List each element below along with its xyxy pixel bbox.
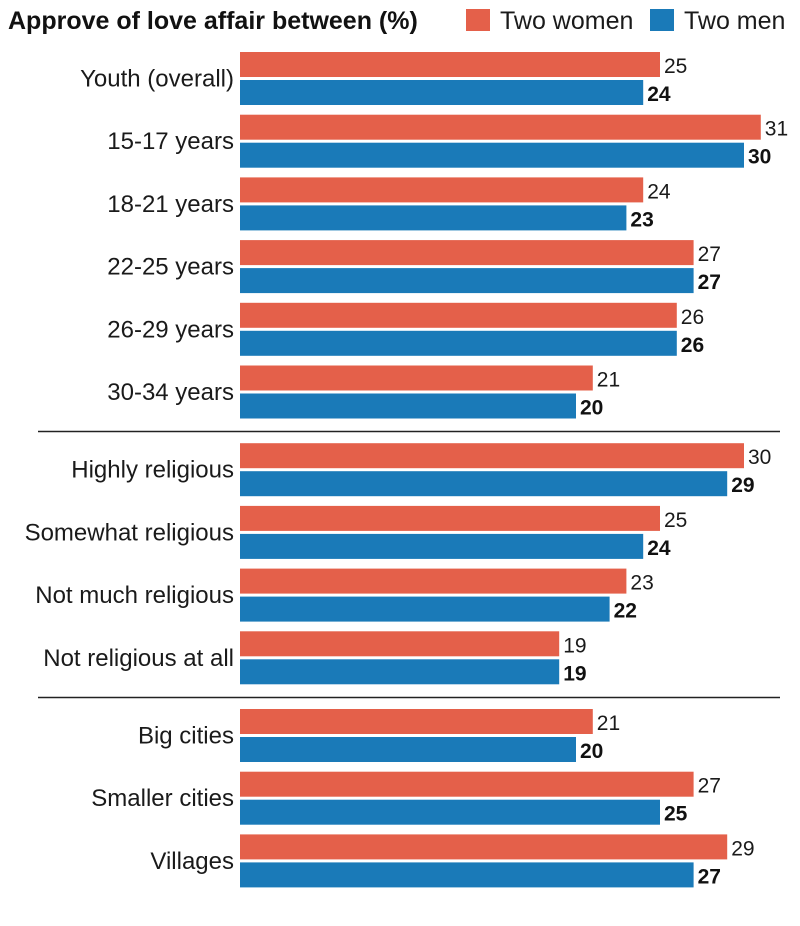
bar-two-women-18-21-years (240, 177, 644, 203)
bar-two-men-15-17-years (240, 142, 744, 168)
data-label-two-women-smaller-cities: 27 (698, 775, 721, 798)
data-label-two-men-not-religious-at-all: 19 (563, 662, 586, 685)
legend-swatch-two-women (466, 9, 490, 31)
category-label-26-29-years: 26-29 years (107, 316, 234, 343)
bar-two-men-not-religious-at-all (240, 659, 560, 685)
bar-two-men-villages (240, 862, 694, 888)
legend-label-two-women: Two women (500, 7, 633, 35)
category-label-highly-religious: Highly religious (71, 457, 234, 484)
category-label-big-cities: Big cities (138, 723, 234, 750)
category-label-youth-overall: Youth (overall) (80, 66, 234, 93)
category-label-somewhat-religious: Somewhat religious (25, 519, 234, 546)
data-label-two-women-30-34-years: 21 (597, 369, 620, 392)
bar-two-women-villages (240, 834, 728, 860)
data-labels: 25 24 31 30 24 23 27 27 26 26 21 20 30 29 25 24 23 22 19 19… (563, 55, 788, 888)
bar-two-women-smaller-cities (240, 771, 694, 797)
category-label-30-34-years: 30-34 years (107, 379, 234, 406)
data-label-two-men-highly-religious: 29 (731, 474, 754, 497)
data-label-two-men-18-21-years: 23 (630, 208, 653, 231)
legend: Two women Two men (466, 7, 785, 35)
category-labels: Youth (overall) 15-17 years 18-21 years 22-… (25, 66, 234, 875)
bar-two-men-youth-overall (240, 80, 644, 105)
data-label-two-women-not-religious-at-all: 19 (563, 634, 586, 657)
data-label-two-women-18-21-years: 24 (647, 180, 671, 203)
data-label-two-women-15-17-years: 31 (765, 118, 788, 141)
bar-two-women-big-cities (240, 709, 593, 734)
bar-two-women-22-25-years (240, 240, 694, 266)
data-label-two-men-22-25-years: 27 (698, 271, 721, 294)
category-label-smaller-cities: Smaller cities (91, 785, 234, 812)
category-label-not-much-religious: Not much religious (35, 582, 234, 609)
bar-two-women-youth-overall (240, 52, 660, 77)
data-label-two-men-26-29-years: 26 (681, 334, 704, 357)
data-label-two-men-15-17-years: 30 (748, 146, 771, 169)
bar-two-women-somewhat-religious (240, 505, 660, 531)
bar-two-men-not-much-religious (240, 596, 610, 622)
data-label-two-women-youth-overall: 25 (664, 55, 687, 78)
bar-two-men-smaller-cities (240, 799, 660, 825)
category-label-22-25-years: 22-25 years (107, 254, 234, 281)
category-label-15-17-years: 15-17 years (107, 128, 234, 155)
data-label-two-women-somewhat-religious: 25 (664, 509, 687, 532)
bar-two-women-highly-religious (240, 443, 744, 469)
bars (240, 52, 761, 888)
data-label-two-women-villages: 29 (731, 837, 754, 860)
bar-two-women-not-religious-at-all (240, 631, 560, 657)
bar-two-men-30-34-years (240, 393, 576, 419)
data-label-two-women-26-29-years: 26 (681, 306, 704, 329)
data-label-two-women-not-much-religious: 23 (630, 572, 653, 595)
data-label-two-men-youth-overall: 24 (647, 83, 671, 106)
category-label-villages: Villages (150, 848, 234, 875)
data-label-two-men-villages: 27 (698, 865, 721, 888)
bar-two-women-26-29-years (240, 302, 677, 328)
legend-label-two-men: Two men (684, 7, 785, 35)
data-label-two-women-22-25-years: 27 (698, 243, 721, 266)
bar-two-men-26-29-years (240, 330, 677, 356)
chart-title: Approve of love affair between (%) (8, 7, 418, 35)
data-label-two-men-smaller-cities: 25 (664, 803, 688, 826)
category-label-not-religious-at-all: Not religious at all (43, 645, 234, 672)
bar-two-men-22-25-years (240, 268, 694, 294)
bar-two-men-highly-religious (240, 471, 728, 497)
bar-two-women-15-17-years (240, 114, 761, 140)
data-label-two-men-not-much-religious: 22 (614, 600, 637, 623)
bar-two-men-big-cities (240, 737, 576, 762)
data-label-two-men-30-34-years: 20 (580, 397, 603, 420)
bar-two-women-30-34-years (240, 365, 593, 391)
data-label-two-men-big-cities: 20 (580, 740, 603, 763)
data-label-two-women-highly-religious: 30 (748, 446, 771, 469)
bar-two-men-somewhat-religious (240, 533, 644, 559)
bar-two-men-18-21-years (240, 205, 627, 231)
legend-swatch-two-men (650, 9, 674, 31)
bar-two-women-not-much-religious (240, 568, 627, 594)
group-dividers (38, 430, 780, 699)
data-label-two-women-big-cities: 21 (597, 712, 620, 735)
data-label-two-men-somewhat-religious: 24 (647, 537, 671, 560)
category-label-18-21-years: 18-21 years (107, 191, 234, 218)
